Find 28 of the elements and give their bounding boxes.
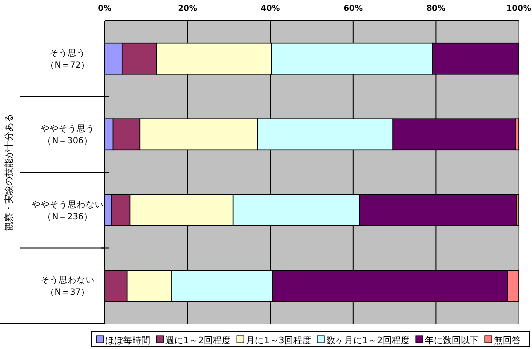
legend-label: 週に1～2回程度 bbox=[166, 336, 232, 346]
bar bbox=[516, 194, 520, 226]
bar bbox=[112, 118, 141, 151]
y-tick-label: ややそう思わない（N＝236） bbox=[32, 199, 104, 222]
legend-label: ほぼ毎時間 bbox=[106, 336, 151, 346]
y-axis-title: 観察・実験の技能が十分ある bbox=[4, 114, 15, 231]
bar bbox=[104, 270, 128, 302]
bar bbox=[104, 118, 114, 151]
y-tick-label: ややそう思う（N＝306） bbox=[41, 124, 95, 147]
bar bbox=[516, 118, 520, 151]
legend-label: 年に数回以下 bbox=[425, 336, 479, 346]
bar bbox=[104, 194, 112, 226]
x-tick-label: 40% bbox=[261, 4, 280, 13]
legend-label: 無回答 bbox=[494, 336, 521, 346]
bar bbox=[104, 42, 123, 75]
y-tick-label: そう思う（N＝72） bbox=[46, 48, 90, 71]
bar bbox=[122, 42, 158, 75]
x-tick-label: 100% bbox=[506, 4, 532, 13]
x-tick-label: 80% bbox=[426, 4, 446, 13]
x-tick-label: 0% bbox=[98, 4, 112, 13]
x-tick-label: 60% bbox=[344, 4, 363, 13]
x-tick-label: 20% bbox=[178, 4, 198, 13]
legend-label: 月に1～3回程度 bbox=[246, 336, 312, 346]
legend-label: 数ヶ月に1～2回程度 bbox=[326, 336, 410, 346]
y-tick-label: そう思わない（N＝37） bbox=[41, 275, 95, 298]
bar bbox=[112, 194, 131, 226]
bar bbox=[126, 270, 172, 302]
bar bbox=[507, 270, 520, 302]
